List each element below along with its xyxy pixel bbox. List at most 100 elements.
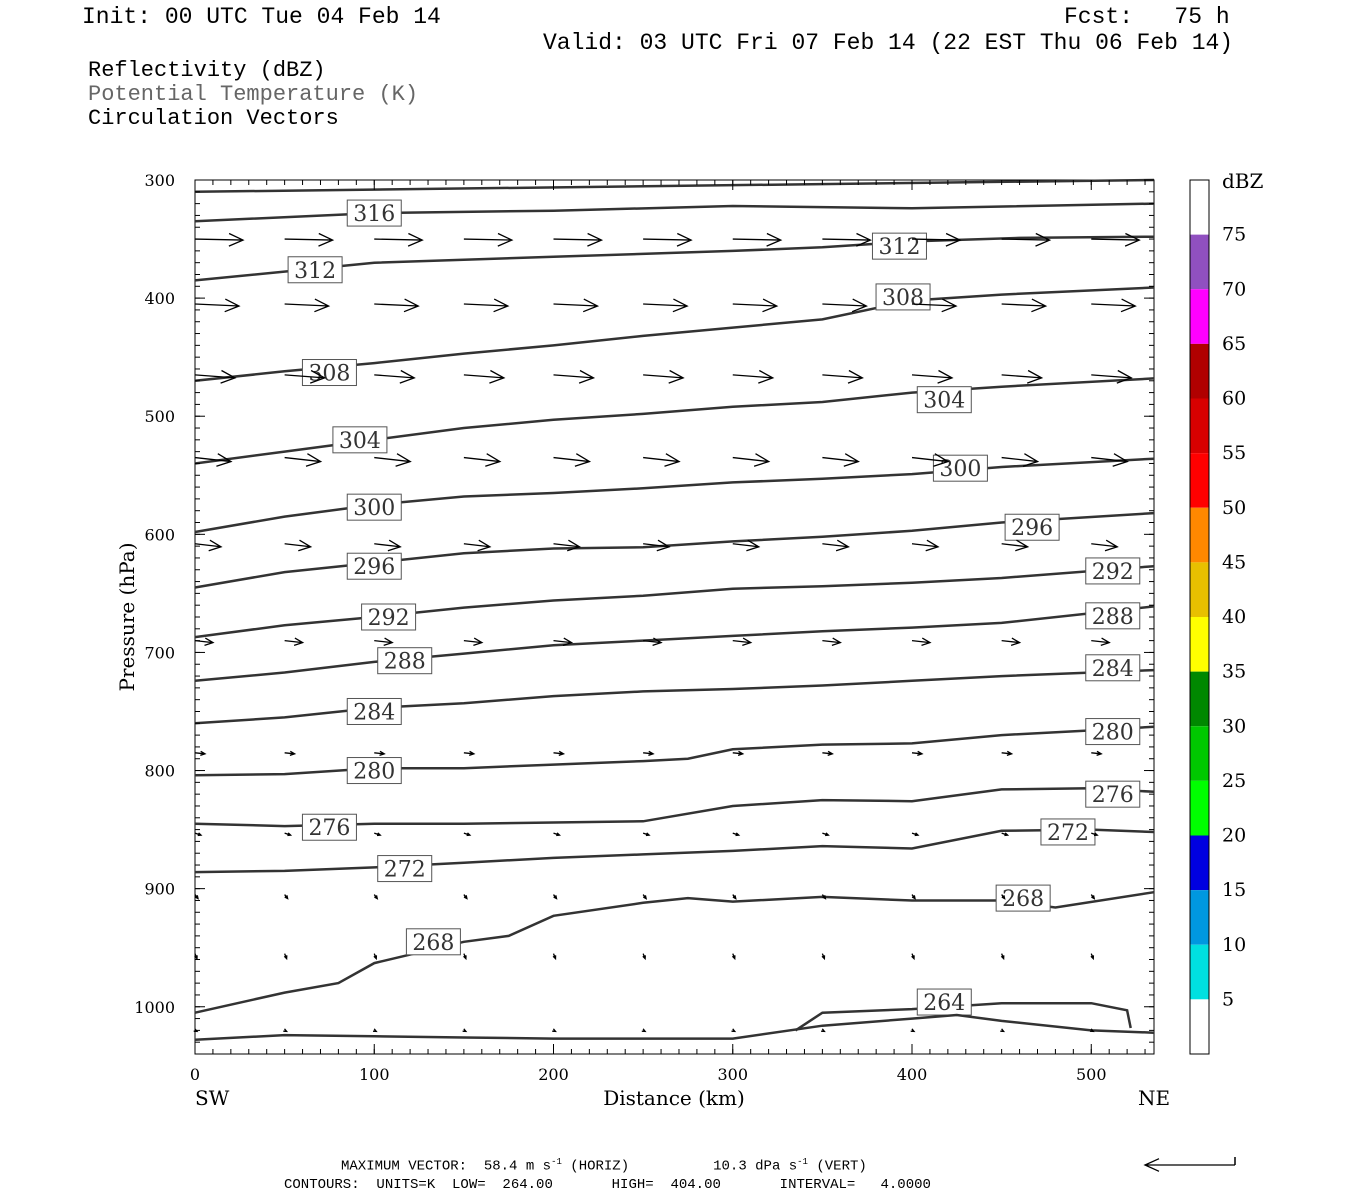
circulation-vector: [553, 298, 600, 313]
contour-label-box: [1040, 818, 1096, 846]
circulation-vector: [463, 832, 472, 837]
circulation-vector: [732, 894, 737, 900]
contour-label-box: [377, 855, 433, 883]
contour-label-box: [1085, 780, 1141, 808]
y-tick-label: 400: [144, 289, 175, 308]
y-tick-label: 900: [144, 880, 175, 899]
contour-label-box: [346, 493, 402, 521]
contour-label: 280: [1092, 721, 1134, 746]
y-tick-label: 500: [144, 407, 175, 426]
circulation-vector: [552, 1028, 557, 1033]
circulation-vector: [642, 894, 648, 900]
contour-label-box: [346, 552, 402, 580]
colorbar-label: 10: [1222, 934, 1246, 956]
circulation-vector: [1001, 637, 1022, 647]
forecast-hour: Fcst: 75 h: [1064, 4, 1230, 30]
circulation-vector: [463, 953, 467, 961]
contour-label-box: [1085, 654, 1141, 682]
contour-label-box: [332, 426, 388, 454]
contour-label: 284: [1092, 657, 1134, 682]
circulation-vector: [911, 750, 924, 757]
y-tick-label: 1000: [134, 998, 175, 1017]
circulation-vector: [553, 369, 596, 384]
contour-label: 268: [412, 931, 454, 956]
circulation-vector: [1090, 953, 1095, 961]
y-tick-label: 700: [144, 643, 175, 662]
circulation-vector: [1091, 369, 1133, 384]
circulation-vector: [822, 232, 872, 247]
contour-label: 296: [353, 555, 395, 580]
circulation-vector: [1091, 637, 1111, 647]
circulation-vector: [822, 369, 864, 384]
x-tick-label: 400: [897, 1065, 928, 1084]
x-tick-label: 200: [538, 1065, 569, 1084]
circulation-vector: [732, 232, 783, 247]
theta-contour-316: [194, 202, 1155, 223]
theta-contour-268: [194, 890, 1155, 1014]
colorbar-swatch: [1190, 289, 1209, 344]
circulation-vector: [1091, 232, 1141, 247]
circulation-vector: [463, 894, 468, 900]
circulation-vector: [643, 369, 685, 384]
circulation-vector: [731, 953, 736, 961]
circulation-vector: [911, 369, 954, 384]
circulation-vector: [643, 453, 681, 467]
circulation-vector: [643, 637, 663, 647]
circulation-vector: [194, 953, 198, 961]
colorbar-label: 20: [1222, 825, 1246, 847]
colorbar-swatch: [1190, 507, 1209, 563]
circulation-vector: [463, 637, 484, 647]
contour-label: 308: [308, 362, 350, 387]
theta-contour-296: [194, 511, 1155, 589]
colorbar-label: 45: [1222, 551, 1246, 573]
circulation-vector: [1001, 232, 1052, 247]
circulation-vector: [284, 298, 331, 313]
y-tick-label: 800: [144, 762, 175, 781]
circulation-vector: [374, 832, 382, 837]
y-axis-label: Pressure (hPa): [115, 543, 139, 692]
contour-label: 280: [353, 760, 395, 785]
circulation-vector: [822, 832, 830, 837]
theta-contour-280: [194, 725, 1155, 777]
circulation-vector: [642, 832, 651, 837]
vert-tag: (VERT): [816, 1158, 867, 1175]
circulation-vector: [194, 637, 215, 647]
circulation-vector: [463, 539, 492, 552]
colorbar-label: 25: [1222, 770, 1246, 792]
circulation-vector: [732, 453, 771, 467]
circulation-vector: [1090, 894, 1096, 900]
circulation-vector: [1001, 298, 1048, 313]
contour-label-box: [405, 928, 461, 956]
contour-label: 272: [384, 858, 426, 883]
circulation-vector: [284, 453, 323, 467]
circulation-vector: [284, 539, 313, 552]
circulation-vector: [283, 1028, 289, 1033]
contour-label: 316: [353, 202, 395, 227]
x-right-label: NE: [1138, 1086, 1170, 1110]
horiz-exponent: -1: [551, 1157, 562, 1167]
circulation-vector: [911, 953, 915, 961]
circulation-vector: [822, 453, 860, 467]
circulation-vector: [553, 539, 582, 552]
circulation-vector: [462, 1028, 468, 1033]
x-axis-label: Distance (km): [603, 1086, 745, 1110]
circulation-vector: [821, 894, 827, 900]
circulation-vector: [194, 369, 237, 384]
circulation-vector: [374, 298, 420, 313]
circulation-vector: [552, 894, 558, 900]
circulation-vector: [373, 953, 378, 961]
colorbar-unit: dBZ: [1222, 169, 1264, 193]
theta-contour-264: [194, 1013, 1155, 1042]
circulation-vector: [463, 369, 506, 384]
circulation-vector: [553, 232, 604, 247]
contour-label: 276: [308, 816, 350, 841]
circulation-vector: [910, 1028, 916, 1033]
vert-unit: dPa s: [755, 1158, 798, 1175]
circulation-vector: [463, 750, 476, 757]
circulation-vector: [822, 637, 842, 647]
colorbar-label: 75: [1222, 224, 1246, 246]
colorbar-swatch: [1190, 617, 1209, 672]
colorbar-label: 15: [1222, 879, 1246, 901]
circulation-vector: [911, 894, 916, 900]
legend-circulation-vectors: Circulation Vectors: [88, 106, 339, 131]
